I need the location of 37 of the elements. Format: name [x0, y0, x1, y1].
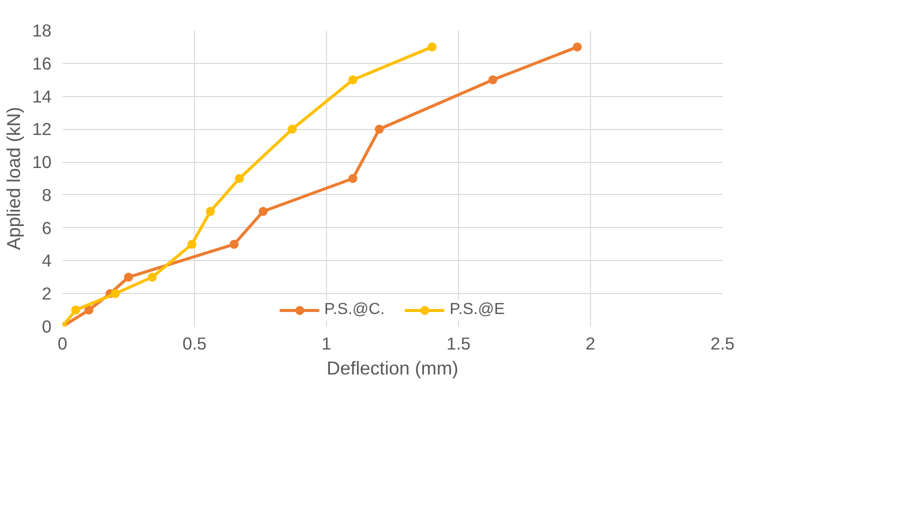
legend-label: P.S.@C.	[324, 301, 385, 319]
y-tick-label: 2	[42, 284, 52, 304]
point	[71, 306, 80, 315]
y-tick-label: 14	[32, 86, 52, 106]
point	[187, 240, 196, 249]
y-tick-label: 4	[42, 250, 52, 271]
x-tick-label: 1.5	[446, 334, 471, 354]
point	[288, 124, 297, 134]
x-axis-title: Deflection (mm)	[326, 358, 458, 378]
y-tick-label: 10	[32, 152, 52, 172]
y-tick-label: 18	[32, 20, 52, 40]
point	[234, 174, 244, 183]
x-tick-label: 2.5	[710, 334, 735, 354]
x-tick-label: 1	[322, 334, 332, 354]
y-tick-label: 12	[32, 119, 52, 140]
point	[488, 75, 498, 84]
point	[148, 272, 157, 282]
x-tick-label: 2	[586, 334, 596, 354]
x-tick-label: 0	[58, 334, 68, 354]
point	[374, 124, 384, 134]
y-axis-title: Applied load (kN)	[3, 106, 24, 250]
point	[230, 240, 239, 249]
y-tick-label: 6	[42, 218, 52, 238]
legend-label: P.S.@E	[450, 301, 505, 319]
point	[110, 289, 120, 298]
point	[348, 75, 358, 84]
y-tick-label: 8	[42, 184, 52, 205]
point	[572, 42, 582, 52]
point	[348, 174, 358, 183]
point	[84, 306, 94, 315]
x-tick-label: 0.5	[182, 334, 207, 354]
y-tick-label: 0	[42, 316, 52, 336]
point	[428, 42, 437, 52]
point	[258, 206, 268, 216]
y-tick-label: 16	[32, 53, 52, 74]
point	[124, 272, 133, 282]
point	[206, 206, 215, 216]
